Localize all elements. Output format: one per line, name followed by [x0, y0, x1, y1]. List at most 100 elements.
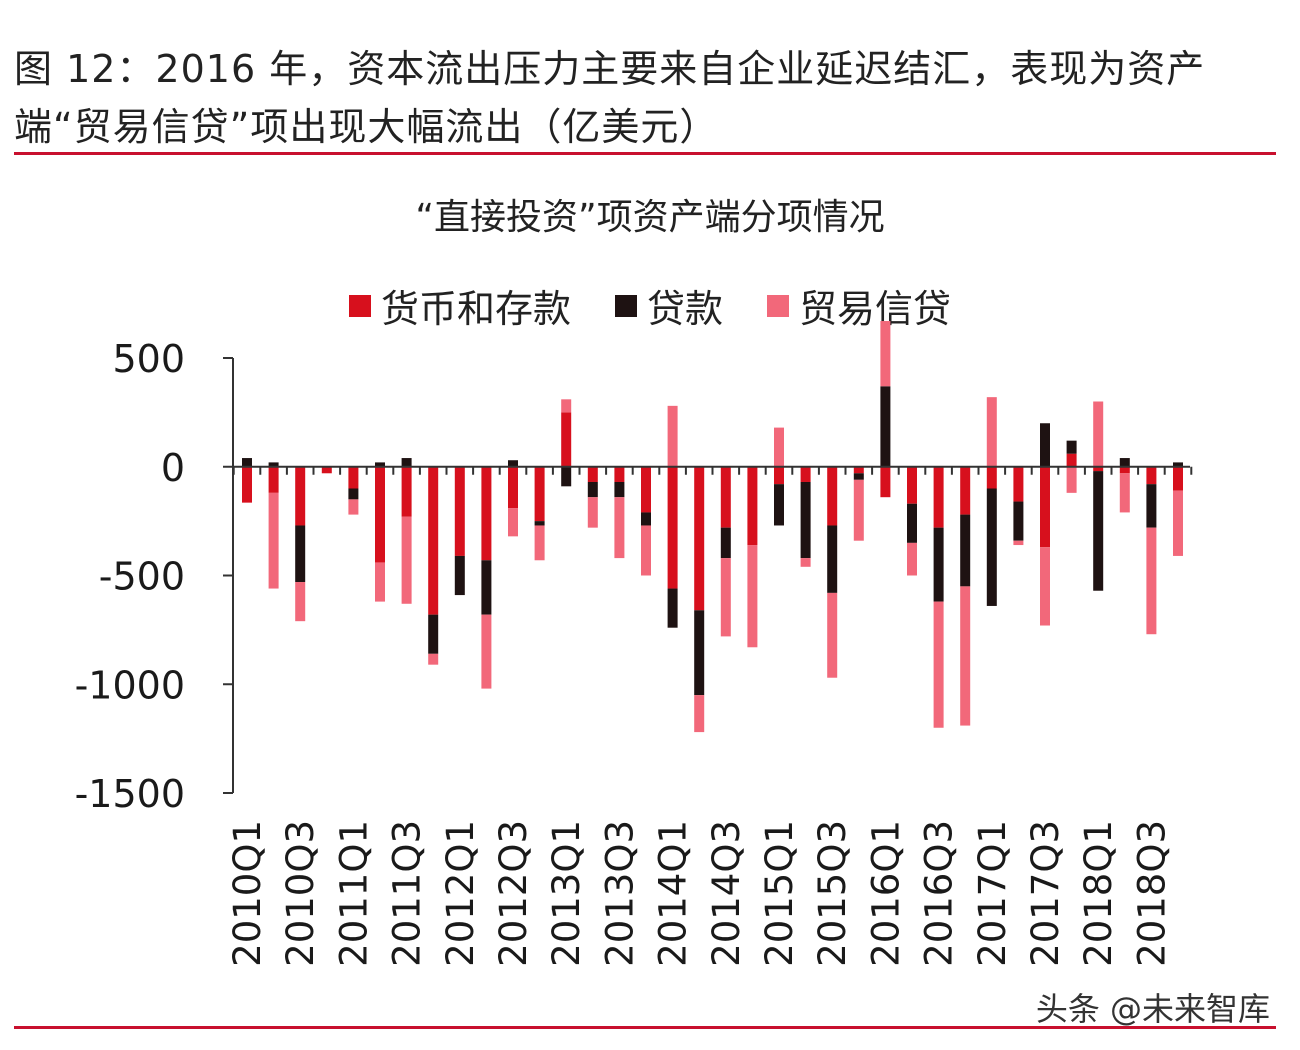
bar-deposit: [667, 466, 678, 589]
bar-trade: [1013, 540, 1024, 546]
legend-swatch-trade: [767, 294, 789, 317]
bar-trade: [774, 427, 784, 467]
bar-deposit: [454, 466, 465, 556]
bar-loan: [1040, 423, 1050, 467]
bar-loan: [1093, 471, 1104, 591]
bar-deposit: [1066, 453, 1077, 467]
bar-trade: [401, 516, 412, 604]
bar-loan: [481, 560, 492, 615]
y-tick-label: 500: [112, 337, 185, 381]
bar-deposit: [720, 466, 731, 528]
bar-deposit: [1173, 466, 1183, 491]
bar-trade: [933, 601, 944, 728]
bottom-rule: [14, 1026, 1276, 1029]
bar-loan: [720, 527, 731, 559]
x-tick-label: 2015Q3: [811, 820, 854, 967]
bar-trade: [561, 399, 572, 413]
bar-deposit: [641, 466, 651, 513]
legend-label-loan: 贷款: [646, 287, 723, 331]
y-tick-label: -500: [99, 555, 185, 599]
bar-deposit: [614, 466, 625, 482]
bar-trade: [1119, 473, 1130, 513]
bar-deposit: [375, 466, 385, 563]
legend-swatch-loan: [614, 294, 637, 317]
x-tick-label: 2017Q1: [971, 820, 1014, 967]
bar-loan: [1173, 462, 1183, 467]
bar-deposit: [481, 466, 492, 561]
bar-loan: [774, 484, 784, 526]
bar-deposit: [534, 466, 545, 522]
bar-trade: [880, 321, 891, 387]
x-tick-label: 2013Q1: [545, 820, 588, 967]
y-tick-label: -1000: [75, 663, 185, 707]
bar-deposit: [827, 466, 838, 526]
bar-trade: [853, 479, 864, 541]
x-tick-label: 2017Q3: [1024, 820, 1067, 967]
bar-deposit: [1119, 466, 1130, 474]
bar-deposit: [348, 466, 359, 489]
bar-deposit: [508, 466, 518, 509]
chart-title: “直接投资”项资产端分项情况: [415, 197, 885, 238]
bar-deposit: [401, 466, 412, 517]
bar-trade: [534, 525, 545, 561]
bar-loan: [1066, 440, 1077, 454]
bar-trade: [1146, 527, 1157, 635]
bar-loan: [1119, 458, 1130, 467]
y-tick-label: 0: [161, 446, 185, 490]
legend-label-deposit: 货币和存款: [380, 287, 571, 331]
bar-loan: [268, 462, 279, 467]
bar-loan: [348, 488, 359, 500]
bar-trade: [827, 592, 838, 678]
bar-trade: [641, 525, 651, 576]
bar-loan: [587, 481, 598, 498]
x-tick-label: 2018Q1: [1077, 820, 1120, 967]
bar-trade: [960, 586, 971, 726]
top-rule: [14, 152, 1276, 155]
bar-trade: [1066, 466, 1077, 493]
bar-trade: [667, 405, 678, 467]
bar-trade: [694, 695, 705, 733]
bar-deposit: [268, 466, 279, 493]
x-tick-label: 2013Q3: [598, 820, 641, 967]
bar-deposit: [694, 466, 705, 611]
bar-deposit: [242, 466, 252, 503]
bar-deposit: [774, 466, 784, 485]
bar-trade: [428, 653, 439, 665]
bar-deposit: [561, 412, 572, 467]
bar-trade: [295, 582, 306, 622]
bar-trade: [587, 497, 598, 528]
bar-deposit: [986, 466, 997, 489]
bar-trade: [614, 497, 625, 559]
bar-deposit: [587, 466, 598, 482]
bar-loan: [880, 386, 891, 467]
bar-trade: [508, 508, 518, 537]
x-tick-label: 2014Q3: [705, 820, 748, 967]
x-tick-label: 2012Q1: [439, 820, 482, 967]
x-tick-label: 2011Q3: [386, 820, 429, 967]
bar-trade: [907, 542, 917, 576]
bar-loan: [295, 525, 306, 583]
bar-trade: [268, 492, 279, 589]
bar-deposit: [428, 466, 439, 615]
bar-loan: [1013, 501, 1024, 541]
bar-loan: [933, 527, 944, 602]
figure-title: 图 12：2016 年，资本流出压力主要来自企业延迟结汇，表现为资产端“贸易信贷…: [14, 47, 1206, 149]
x-tick-label: 2011Q1: [332, 820, 375, 967]
bar-loan: [853, 473, 864, 480]
bar-trade: [747, 545, 758, 648]
x-tick-label: 2016Q1: [864, 820, 907, 967]
bar-loan: [534, 521, 545, 526]
bar-deposit: [1146, 466, 1157, 485]
x-tick-label: 2014Q1: [652, 820, 695, 967]
bar-trade: [348, 499, 359, 515]
bar-deposit: [880, 466, 891, 498]
x-tick-label: 2016Q3: [918, 820, 961, 967]
bar-deposit: [295, 466, 306, 526]
bar-deposit: [747, 466, 758, 546]
bar-loan: [375, 462, 385, 467]
bar-trade: [1173, 490, 1183, 556]
bar-deposit: [1093, 466, 1104, 472]
bar-trade: [1093, 401, 1104, 467]
x-tick-label: 2010Q1: [226, 820, 269, 967]
